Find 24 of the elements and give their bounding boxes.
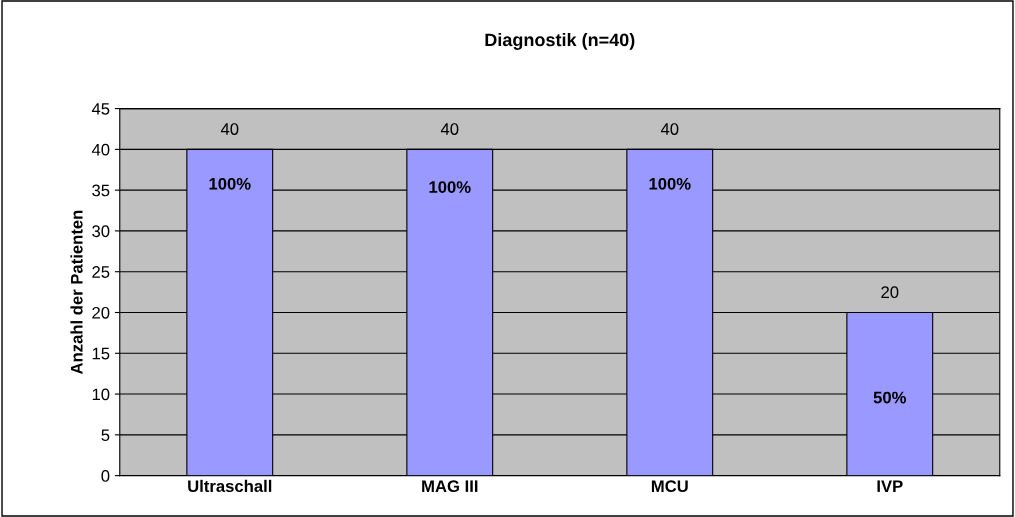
annotation: 100% xyxy=(649,177,691,190)
y-tick-label: 45 xyxy=(91,103,110,115)
x-tick-label: IVP xyxy=(877,480,903,492)
annotation: 50% xyxy=(873,391,907,404)
data-label: 40 xyxy=(220,123,239,135)
y-tick-label: 40 xyxy=(91,143,110,156)
data-label: 20 xyxy=(881,286,899,299)
y-tick-label: 35 xyxy=(92,184,110,197)
y-tick-label: 15 xyxy=(92,347,110,360)
annotation: 100% xyxy=(209,177,251,190)
y-axis-title: Anzahl der Patienten xyxy=(70,210,83,375)
y-tick-label: 30 xyxy=(92,225,110,238)
y-tick-label: 25 xyxy=(92,266,110,278)
data-label: 40 xyxy=(440,123,459,135)
annotation: 100% xyxy=(429,181,471,193)
chart-title: Diagnostik (n=40) xyxy=(485,32,635,50)
x-tick-label: MAG III xyxy=(422,480,478,493)
y-tick-label: 0 xyxy=(101,470,110,482)
x-tick-label: Ultraschall xyxy=(188,479,272,493)
y-tick-label: 5 xyxy=(101,429,110,442)
x-tick-label: MCU xyxy=(651,480,688,493)
y-tick-label: 10 xyxy=(92,388,110,401)
data-label: 40 xyxy=(660,123,679,135)
y-tick-label: 20 xyxy=(92,306,110,319)
